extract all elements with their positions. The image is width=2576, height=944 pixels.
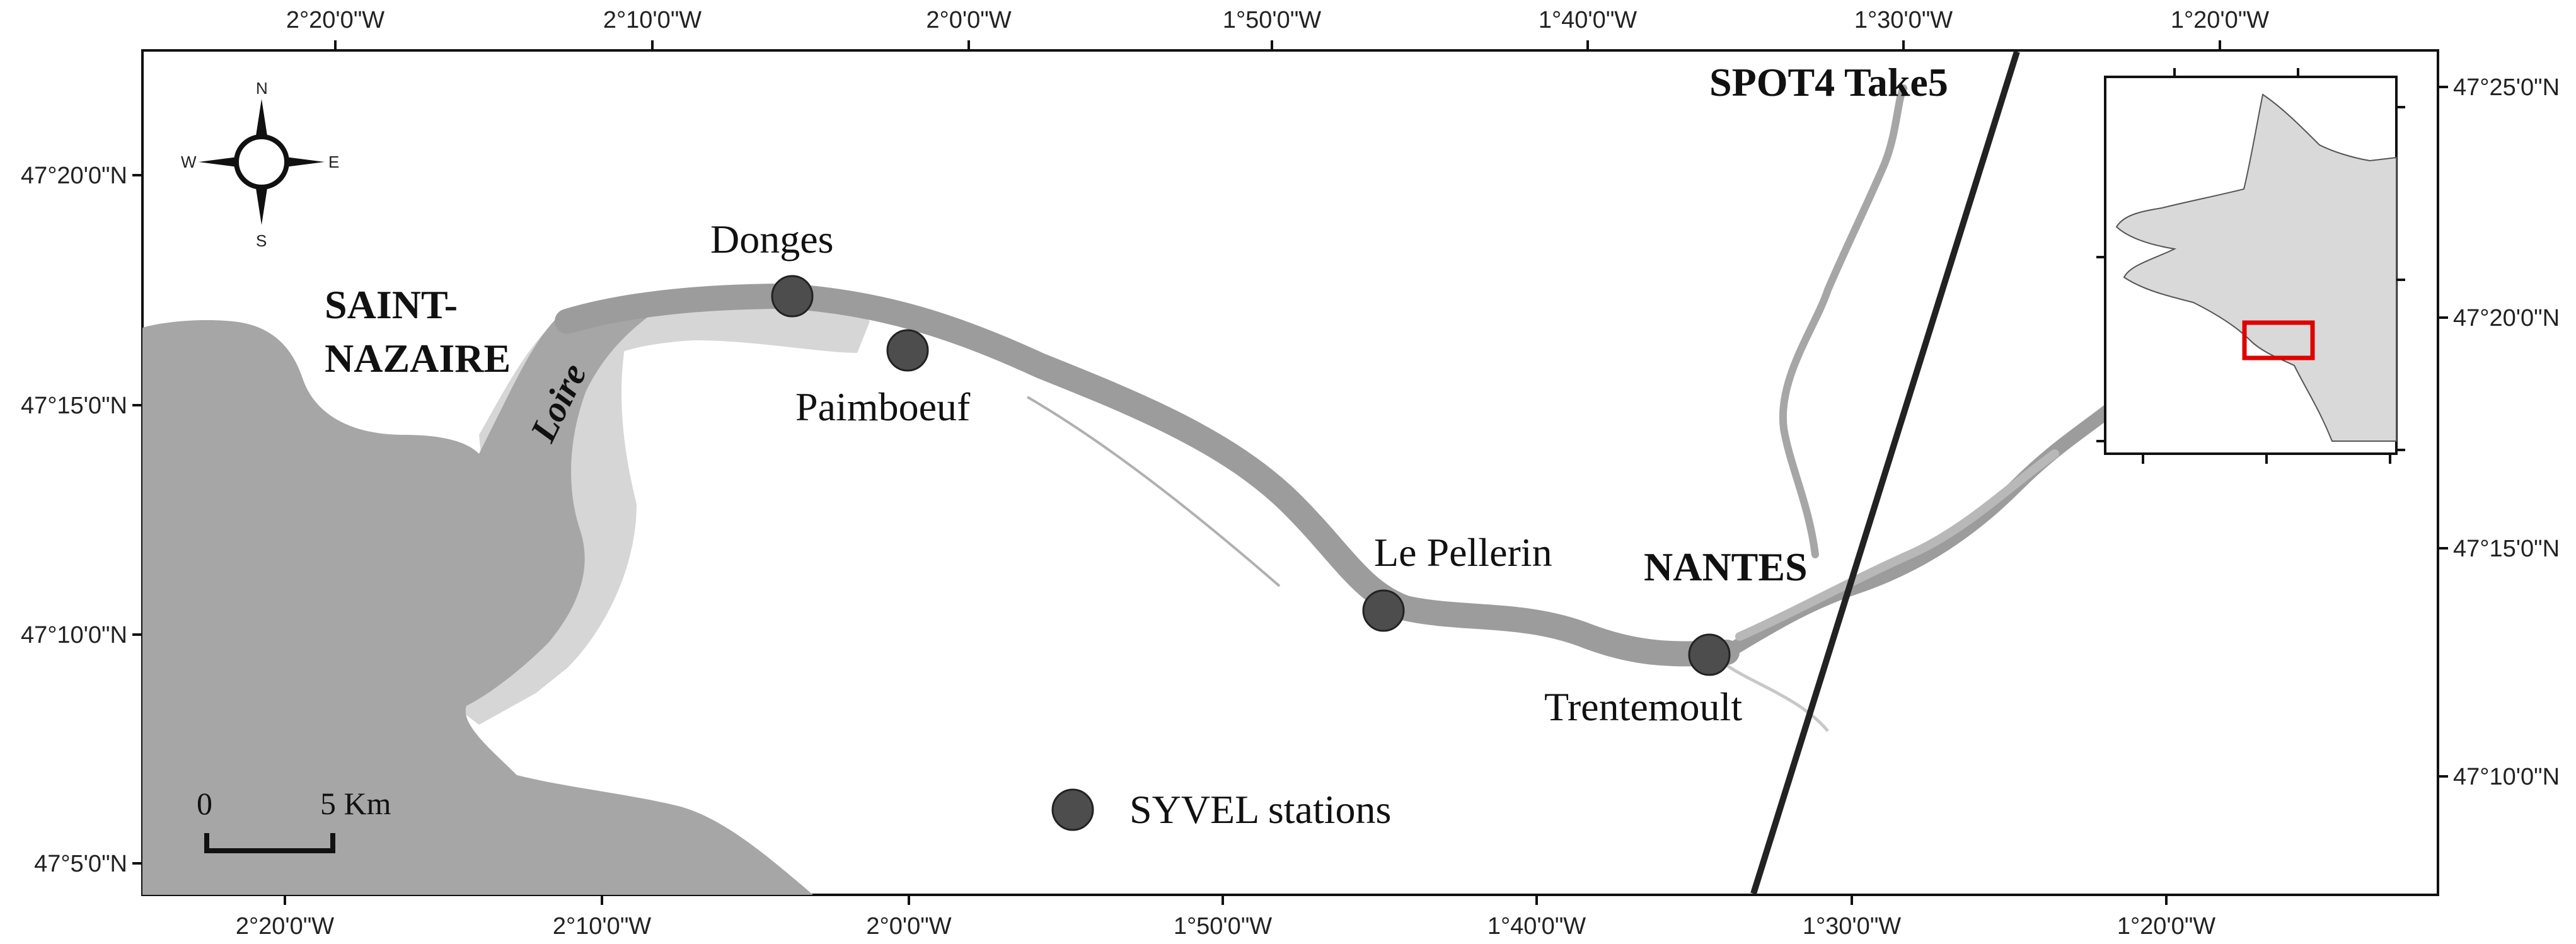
place-saint-nazaire-1: SAINT- xyxy=(325,282,458,327)
svg-text:N: N xyxy=(256,79,268,98)
svg-text:5 Km: 5 Km xyxy=(320,786,391,821)
svg-text:E: E xyxy=(328,153,339,171)
left-latitude-labels: 47°20'0"N 47°15'0"N 47°10'0"N 47°5'0"N xyxy=(21,163,127,877)
bottom-longitude-labels: 2°20'0"W 2°10'0"W 2°0'0"W 1°50'0"W 1°40'… xyxy=(236,913,2215,940)
station-paimboeuf xyxy=(886,329,929,372)
place-saint-nazaire-2: NAZAIRE xyxy=(325,336,511,381)
inset-study-area-box xyxy=(2242,320,2315,360)
inset-map xyxy=(2096,68,2405,464)
loire-branch xyxy=(1735,449,2059,641)
svg-text:2°20'0"W: 2°20'0"W xyxy=(236,913,334,940)
station-trentemoult xyxy=(1688,633,1731,676)
svg-text:1°50'0"W: 1°50'0"W xyxy=(1174,913,1272,940)
svg-text:47°15'0"N: 47°15'0"N xyxy=(21,393,127,419)
station-le-pellerin xyxy=(1362,589,1405,632)
north-arrow: N S W E xyxy=(181,79,339,250)
svg-text:47°10'0"N: 47°10'0"N xyxy=(2453,764,2560,790)
svg-text:1°50'0"W: 1°50'0"W xyxy=(1223,7,1321,33)
svg-text:2°0'0"W: 2°0'0"W xyxy=(926,7,1011,33)
svg-text:S: S xyxy=(256,231,267,250)
svg-text:W: W xyxy=(181,153,197,171)
station-donges xyxy=(771,275,814,318)
top-longitude-labels: 2°20'0"W 2°10'0"W 2°0'0"W 1°50'0"W 1°40'… xyxy=(286,7,2269,33)
legend-label: SYVEL stations xyxy=(1129,787,1391,832)
svg-text:1°30'0"W: 1°30'0"W xyxy=(1854,7,1953,33)
svg-text:0: 0 xyxy=(197,786,212,821)
svg-text:47°20'0"N: 47°20'0"N xyxy=(2453,305,2560,331)
svg-text:2°10'0"W: 2°10'0"W xyxy=(603,7,702,33)
svg-text:47°5'0"N: 47°5'0"N xyxy=(34,851,127,877)
svg-text:47°15'0"N: 47°15'0"N xyxy=(2453,536,2560,562)
svg-text:1°30'0"W: 1°30'0"W xyxy=(1803,913,1901,940)
svg-text:2°0'0"W: 2°0'0"W xyxy=(866,913,951,940)
svg-text:1°20'0"W: 1°20'0"W xyxy=(2171,7,2269,33)
right-latitude-labels: 47°25'0"N 47°20'0"N 47°15'0"N 47°10'0"N xyxy=(2453,74,2560,790)
svg-text:1°40'0"W: 1°40'0"W xyxy=(1487,913,1586,940)
spot4-swath-line xyxy=(1750,50,2020,895)
station-label-donges: Donges xyxy=(710,217,834,262)
svg-text:2°10'0"W: 2°10'0"W xyxy=(553,913,651,940)
station-label-paimboeuf: Paimboeuf xyxy=(795,384,971,429)
svg-text:47°20'0"N: 47°20'0"N xyxy=(21,163,127,189)
station-label-trentemoult: Trentemoult xyxy=(1544,684,1742,729)
canal xyxy=(1026,396,1281,587)
svg-text:1°40'0"W: 1°40'0"W xyxy=(1539,7,1637,33)
scale-bar: 0 5 Km xyxy=(197,786,391,853)
svg-text:47°25'0"N: 47°25'0"N xyxy=(2453,74,2560,101)
spot4-label: SPOT4 Take5 xyxy=(1709,60,1948,105)
tributary-north xyxy=(1779,84,1907,558)
svg-text:2°20'0"W: 2°20'0"W xyxy=(286,7,384,33)
place-nantes: NANTES xyxy=(1644,544,1808,589)
svg-text:47°10'0"N: 47°10'0"N xyxy=(21,622,127,648)
legend-station-symbol xyxy=(1051,788,1094,831)
estuary-land xyxy=(142,298,813,895)
svg-text:1°20'0"W: 1°20'0"W xyxy=(2117,913,2215,940)
station-label-le-pellerin: Le Pellerin xyxy=(1374,530,1552,575)
frame-ticks xyxy=(132,40,2448,905)
